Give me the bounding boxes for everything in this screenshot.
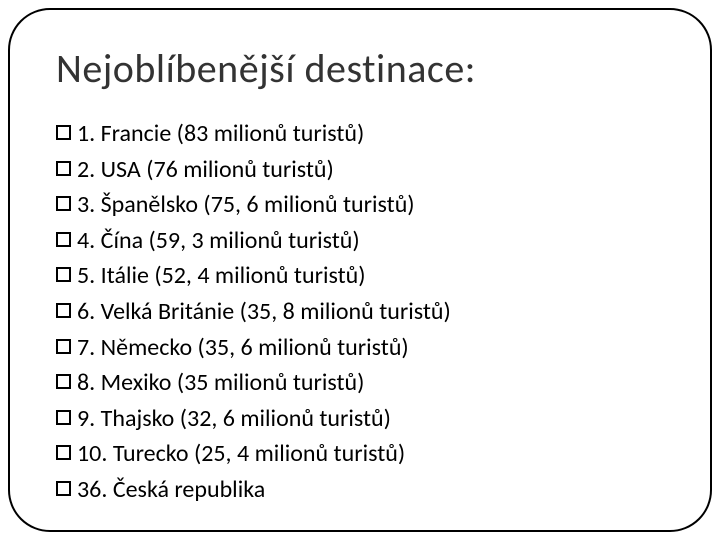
item-text: 6. Velká Británie (35, 8 milionů turistů… xyxy=(77,295,664,329)
item-text: 7. Německo (35, 6 milionů turistů) xyxy=(77,331,664,365)
item-text: 4. Čína (59, 3 milionů turistů) xyxy=(77,224,664,258)
list-item: 1. Francie (83 milionů turistů) xyxy=(56,117,664,151)
bullet-icon xyxy=(56,303,71,318)
list-item: 3. Španělsko (75, 6 milionů turistů) xyxy=(56,188,664,222)
page-title: Nejoblíbenější destinace: xyxy=(56,44,664,93)
item-text: 3. Španělsko (75, 6 milionů turistů) xyxy=(77,188,664,222)
bullet-icon xyxy=(56,445,71,460)
list-item: 6. Velká Británie (35, 8 milionů turistů… xyxy=(56,295,664,329)
bullet-icon xyxy=(56,125,71,140)
content-area: Nejoblíbenější destinace: 1. Francie (83… xyxy=(56,44,664,507)
slide: Nejoblíbenější destinace: 1. Francie (83… xyxy=(0,0,720,540)
bullet-icon xyxy=(56,161,71,176)
item-text: 5. Itálie (52, 4 milionů turistů) xyxy=(77,259,664,293)
bullet-icon xyxy=(56,410,71,425)
bullet-icon xyxy=(56,481,71,496)
bullet-icon xyxy=(56,339,71,354)
item-text: 10. Turecko (25, 4 milionů turistů) xyxy=(77,437,664,471)
list-item: 5. Itálie (52, 4 milionů turistů) xyxy=(56,259,664,293)
bullet-icon xyxy=(56,196,71,211)
list-item: 10. Turecko (25, 4 milionů turistů) xyxy=(56,437,664,471)
list-item: 36. Česká republika xyxy=(56,473,664,507)
list-item: 2. USA (76 milionů turistů) xyxy=(56,153,664,187)
list-item: 4. Čína (59, 3 milionů turistů) xyxy=(56,224,664,258)
item-text: 8. Mexiko (35 milionů turistů) xyxy=(77,366,664,400)
item-text: 1. Francie (83 milionů turistů) xyxy=(77,117,664,151)
list-item: 8. Mexiko (35 milionů turistů) xyxy=(56,366,664,400)
list-item: 7. Německo (35, 6 milionů turistů) xyxy=(56,331,664,365)
bullet-icon xyxy=(56,374,71,389)
bullet-icon xyxy=(56,232,71,247)
item-text: 9. Thajsko (32, 6 milionů turistů) xyxy=(77,402,664,436)
destination-list: 1. Francie (83 milionů turistů) 2. USA (… xyxy=(56,117,664,507)
list-item: 9. Thajsko (32, 6 milionů turistů) xyxy=(56,402,664,436)
item-text: 36. Česká republika xyxy=(77,473,664,507)
item-text: 2. USA (76 milionů turistů) xyxy=(77,153,664,187)
bullet-icon xyxy=(56,267,71,282)
